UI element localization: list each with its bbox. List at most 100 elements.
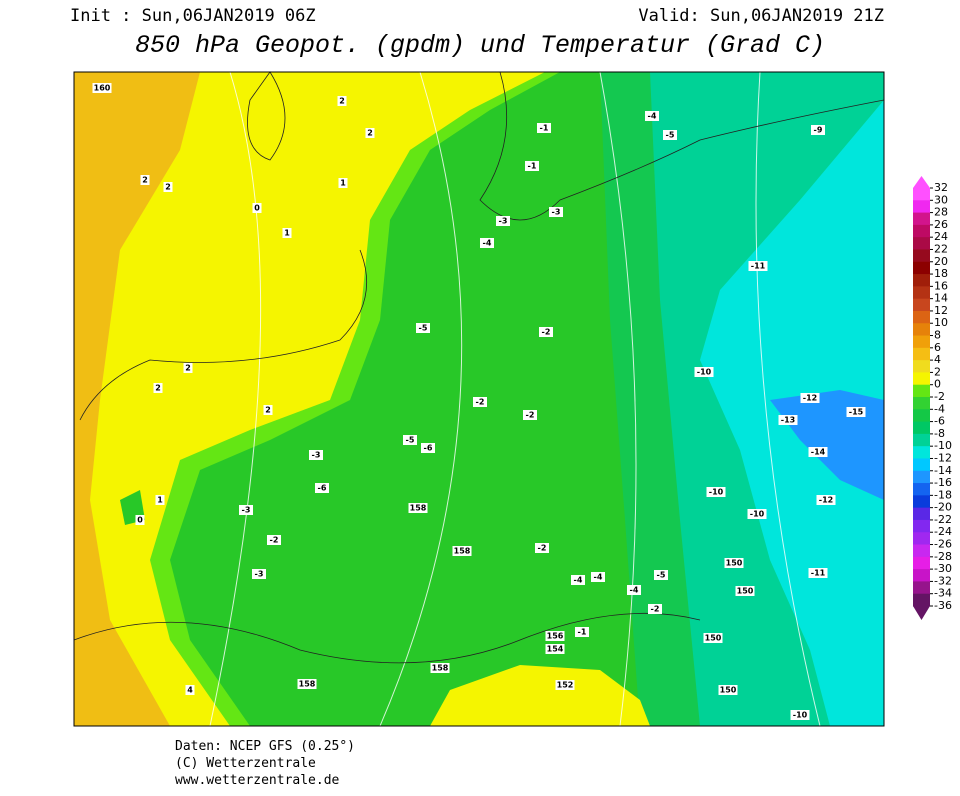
colorbar-label: -22 [934, 513, 952, 526]
contour-label: 158 [299, 680, 316, 689]
contour-label-box [416, 323, 430, 333]
colorbar-band [913, 384, 930, 398]
contour-label-box [135, 515, 145, 525]
colorbar-band [913, 532, 930, 546]
contour-label-box [724, 558, 744, 568]
colorbar-label: 6 [934, 341, 941, 354]
contour-label: 2 [155, 384, 161, 393]
colorbar-label: 32 [934, 181, 948, 194]
colorbar-label: -2 [934, 390, 945, 403]
contour-label-box [627, 585, 641, 595]
contour-label-box [523, 410, 537, 420]
colorbar-band [913, 409, 930, 423]
contour-label-box [778, 415, 798, 425]
contour-label: -3 [552, 208, 561, 217]
map-frame [73, 71, 885, 727]
colorbar-band [913, 495, 930, 509]
colorbar-label: 0 [934, 378, 941, 391]
contour-label: -3 [312, 451, 321, 460]
contour-label: -4 [594, 573, 603, 582]
colorbar-label: -14 [934, 464, 952, 477]
contour-label-box [545, 644, 565, 654]
contour-label: 0 [137, 516, 143, 525]
colorbar: 32302826242220181614121086420-2-4-6-8-10… [913, 176, 952, 620]
contour-label: -5 [666, 131, 675, 140]
colorbar-band [913, 458, 930, 472]
contour-label-box [790, 710, 810, 720]
colorbar-label: 30 [934, 193, 948, 206]
coastlines [73, 71, 885, 664]
contour-label: -2 [270, 536, 279, 545]
contour-label: -2 [542, 328, 551, 337]
contour-label: -2 [526, 411, 535, 420]
colorbar-label: -10 [934, 439, 952, 452]
contour-label-box [421, 443, 435, 453]
contour-label: -13 [781, 416, 795, 425]
field-band [74, 72, 545, 726]
contour-label-box [282, 228, 292, 238]
contour-label-box [718, 685, 738, 695]
contour-label: 2 [185, 364, 191, 373]
contour-label-box [297, 679, 317, 689]
contour-label: -2 [538, 544, 547, 553]
colorbar-band [913, 298, 930, 312]
contour-label-box [337, 96, 347, 106]
field-band [770, 390, 884, 500]
colorbar-label: 20 [934, 255, 948, 268]
contour-label-box [365, 128, 375, 138]
contour-label: 158 [454, 547, 471, 556]
colorbar-band [913, 347, 930, 361]
contour-label-box [539, 327, 553, 337]
contour-label-box [252, 569, 266, 579]
colorbar-label: -34 [934, 587, 952, 600]
init-time: Init : Sun,06JAN2019 06Z [70, 6, 316, 26]
contour-label: 2 [265, 406, 271, 415]
contour-label: -3 [255, 570, 264, 579]
contour-label: -1 [578, 628, 587, 637]
contour-label-box [535, 543, 549, 553]
contour-label-box [645, 111, 659, 121]
contour-label-box [846, 407, 866, 417]
contour-label-box [185, 685, 195, 695]
contour-label: 150 [737, 587, 754, 596]
contour-label: -6 [424, 444, 433, 453]
colorbar-band [913, 470, 930, 484]
contour-label-box [555, 680, 575, 690]
contour-label: -15 [849, 408, 864, 417]
contour-label-box [155, 495, 165, 505]
colorbar-band [913, 421, 930, 435]
contour-label-box [537, 123, 551, 133]
contour-label-box [816, 495, 836, 505]
contour-label: -5 [419, 324, 428, 333]
contour-label-box [811, 125, 825, 135]
contour-label: 2 [339, 97, 345, 106]
contour-label-box [703, 633, 723, 643]
contour-label: -3 [499, 217, 508, 226]
valid-time: Valid: Sun,06JAN2019 21Z [638, 6, 884, 26]
colorbar-label: -16 [934, 476, 952, 489]
contour-label-box [654, 570, 668, 580]
colorbar-label: 26 [934, 218, 948, 231]
colorbar-label: -24 [934, 525, 952, 538]
contour-label: 160 [94, 84, 111, 93]
colorbar-band [913, 237, 930, 250]
colorbar-label: 4 [934, 353, 941, 366]
contour-label: 158 [410, 504, 427, 513]
contour-label: 150 [726, 559, 743, 568]
contour-label: 1 [284, 229, 290, 238]
colorbar-label: -36 [934, 599, 952, 612]
contour-label: 1 [340, 179, 346, 188]
contour-label: -10 [709, 488, 724, 497]
colorbar-band [913, 360, 930, 373]
contour-label-box [239, 505, 253, 515]
contour-label: -9 [814, 126, 823, 135]
contour-label-box [452, 546, 472, 556]
colorbar-label: 22 [934, 242, 948, 255]
colorbar-label: 12 [934, 304, 948, 317]
contour-labels: 160 2 2 1 0 1 2 2 2 2 2 1 0 4 -1 -1 -3 -3 -4 -4 -5 -9 -11 -5 -2 -… [92, 83, 866, 720]
contour-label: -5 [657, 571, 666, 580]
colorbar-band [913, 310, 930, 324]
contour-label-box [648, 604, 662, 614]
contour-label-box [338, 178, 348, 188]
